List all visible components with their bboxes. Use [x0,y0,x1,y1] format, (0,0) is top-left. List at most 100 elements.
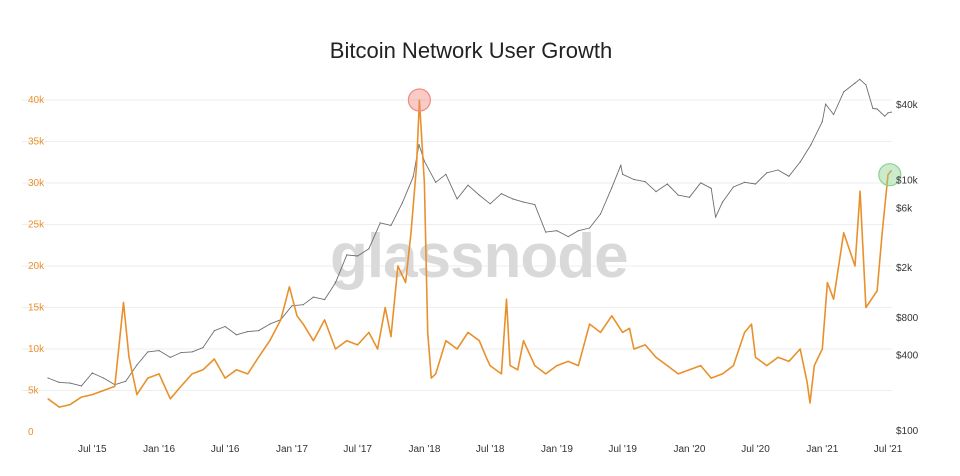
price-line-point [125,380,127,382]
users-line-point [744,331,746,333]
users-line-point [809,402,811,404]
users-line-point [500,373,502,375]
price-line-point [884,115,886,117]
x-tick-label: Jul '19 [608,444,637,455]
price-line-point [545,231,547,233]
price-line-point [478,194,480,196]
price-line-point [58,381,60,383]
users-line-point [754,356,757,358]
left-tick-label: 20k [28,261,45,272]
users-line-point [505,298,508,300]
users-line-point [467,331,469,333]
users-line-point [312,340,314,342]
users-line-point [69,404,71,406]
users-line-point [843,232,845,234]
users-line-point [655,356,657,358]
users-line-point [859,190,861,192]
x-tick-label: Jul '15 [78,444,107,455]
x-tick-label: Jul '16 [211,444,240,455]
users-line-point [102,389,105,392]
price-line-point [766,172,768,174]
users-line-point [813,365,815,367]
x-tick-label: Jul '21 [874,444,903,455]
users-line-point [666,365,668,367]
users-line-point [534,365,536,367]
price-line-point [622,173,624,175]
price-line-point [644,181,646,183]
price-line-point [412,176,414,178]
users-line-point [80,396,82,398]
right-tick-label: $100 [896,426,919,437]
price-line-point [91,372,93,374]
users-line-point [128,356,130,358]
users-line-point [435,373,437,375]
price-line-point [777,169,779,171]
price-line-point [887,112,889,114]
users-line-point [47,398,49,400]
users-line-point [427,331,429,333]
price-line-point [522,201,525,203]
users-line-point [589,323,591,325]
users-line-point [788,360,790,362]
price-line-point [890,111,892,113]
users-line-point [114,385,116,387]
price-line-point [833,113,835,116]
price-line-point [655,191,657,193]
price-line-point [202,347,204,349]
users-line-layer [47,99,892,408]
price-line-point [346,254,348,256]
price-line-point [500,193,502,195]
users-line-point [622,331,624,333]
users-line-point [821,348,823,350]
users-line-point [485,356,487,358]
right-tick-label: $10k [896,175,919,186]
price-line-point [269,323,271,325]
price-line-point [324,299,326,301]
price-line-point [534,204,536,206]
users-line-point [334,348,337,350]
users-line-point [545,373,547,375]
users-line-point [180,385,182,387]
users-line-point [700,365,702,367]
users-line-point [269,340,271,342]
price-line-point [688,196,691,198]
users-line-point [732,365,735,367]
users-line-point [633,348,635,350]
x-tick-label: Jan '19 [541,444,573,455]
users-line-point [456,348,458,350]
x-axis-ticks: Jul '15 Jan '16 Jul '16 Jan '17 Jul '17 Jan '… [78,444,903,455]
users-line-point [865,306,867,309]
price-line-point [312,296,314,298]
users-line-point [235,369,237,371]
users-line-point [247,373,249,375]
users-line [47,99,892,408]
price-line-point [633,178,635,181]
users-line-point [556,365,558,367]
users-line-point [405,282,407,284]
users-line-point [58,406,60,408]
users-line-point [136,394,138,396]
left-tick-label: 30k [28,178,45,189]
users-line-point [377,348,379,350]
left-tick-label: 0 [28,427,34,438]
users-line-point [257,356,260,358]
price-line-point [80,385,82,387]
users-line-point [390,336,392,338]
users-line-point [478,340,480,342]
users-line-point [91,394,93,396]
price-line-point [611,187,613,189]
price-line-point [577,230,580,232]
users-line-point [191,373,193,375]
x-tick-label: Jan '17 [276,444,308,455]
price-line-point [401,202,403,204]
price-line-point [418,144,420,146]
users-line-point [876,290,878,292]
price-line-point [754,183,757,185]
price-line-point [423,160,425,162]
users-line-point [430,377,432,379]
users-line-point [410,232,412,234]
users-line-point [887,174,889,176]
price-line-point [368,248,370,250]
price-line-point [788,175,790,177]
price-line-point [235,334,237,336]
